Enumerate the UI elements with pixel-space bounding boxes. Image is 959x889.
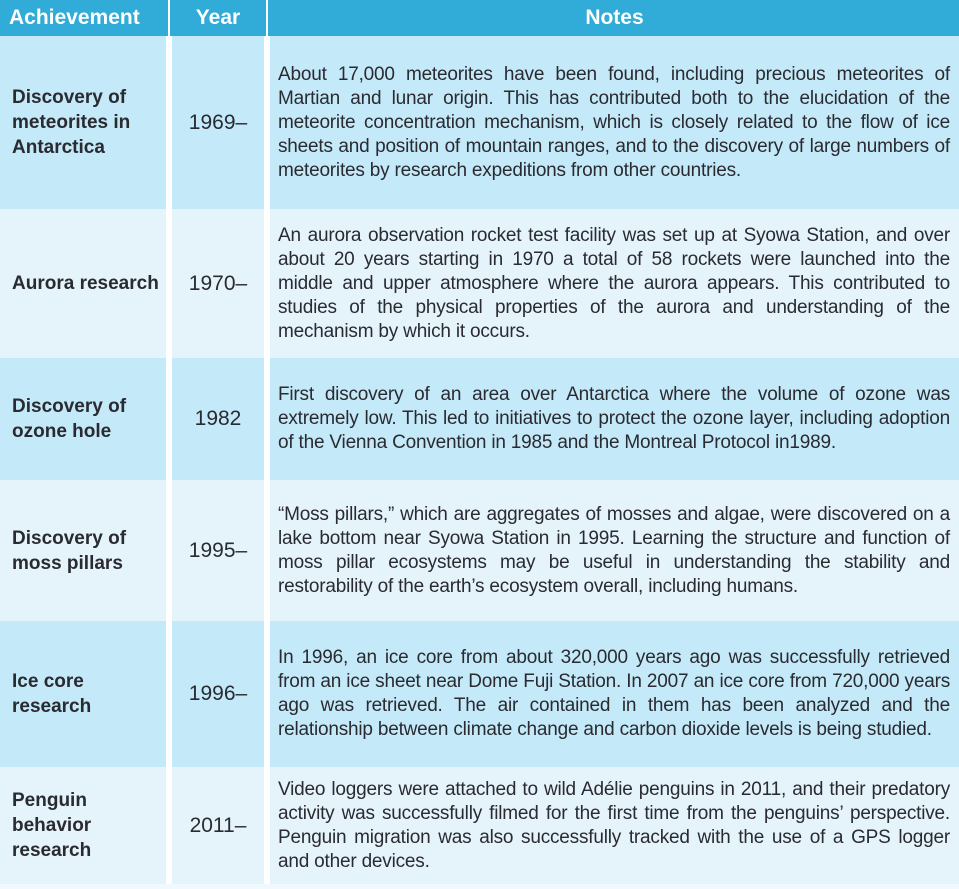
notes-text: First discovery of an area over Antarcti… [278,384,950,453]
notes-cell: First discovery of an area over Antarcti… [270,358,959,480]
column-separator [264,209,270,358]
bottom-edge-strip [0,884,959,889]
notes-cell: Video loggers were attached to wild Adél… [270,767,959,884]
column-separator [166,358,172,480]
notes-text: About 17,000 meteorites have been found,… [278,63,950,181]
year-cell: 1996– [172,621,264,767]
table-row: Discovery of meteorites in Antarctica 19… [0,36,959,209]
column-separator [166,480,172,621]
year-cell: 1995– [172,480,264,621]
achievement-cell: Aurora research [0,209,166,358]
achievement-cell: Discovery of ozone hole [0,358,166,480]
column-separator [166,0,172,36]
column-header-achievement: Achievement [0,0,166,36]
column-header-notes: Notes [270,0,959,36]
column-separator [264,480,270,621]
column-separator [264,621,270,767]
column-header-year: Year [172,0,264,36]
table-row: Discovery of ozone hole 1982 First disco… [0,358,959,480]
achievement-cell: Discovery of meteorites in Antarctica [0,36,166,209]
column-separator [166,36,172,209]
achievement-cell: Discovery of moss pillars [0,480,166,621]
table-row: Aurora research 1970– An aurora observat… [0,209,959,358]
notes-text: Video loggers were attached to wild Adél… [278,778,950,872]
notes-cell: In 1996, an ice core from about 320,000 … [270,621,959,767]
notes-text: An aurora observation rocket test facili… [278,224,950,342]
year-cell: 2011– [172,767,264,884]
year-cell: 1970– [172,209,264,358]
column-separator [264,0,270,36]
column-separator [264,358,270,480]
column-separator [264,767,270,884]
column-separator [166,767,172,884]
notes-cell: An aurora observation rocket test facili… [270,209,959,358]
column-separator [166,621,172,767]
column-separator [166,209,172,358]
notes-text: “Moss pillars,” which are aggregates of … [278,503,950,597]
table-row: Discovery of moss pillars 1995– “Moss pi… [0,480,959,621]
table-row: Penguin behavior research 2011– Video lo… [0,767,959,884]
notes-cell: “Moss pillars,” which are aggregates of … [270,480,959,621]
achievement-cell: Ice core research [0,621,166,767]
year-cell: 1969– [172,36,264,209]
table-row: Ice core research 1996– In 1996, an ice … [0,621,959,767]
notes-text: In 1996, an ice core from about 320,000 … [278,647,950,740]
column-separator [264,36,270,209]
header-row: Achievement Year Notes [0,0,959,36]
year-cell: 1982 [172,358,264,480]
notes-cell: About 17,000 meteorites have been found,… [270,36,959,209]
achievement-cell: Penguin behavior research [0,767,166,884]
